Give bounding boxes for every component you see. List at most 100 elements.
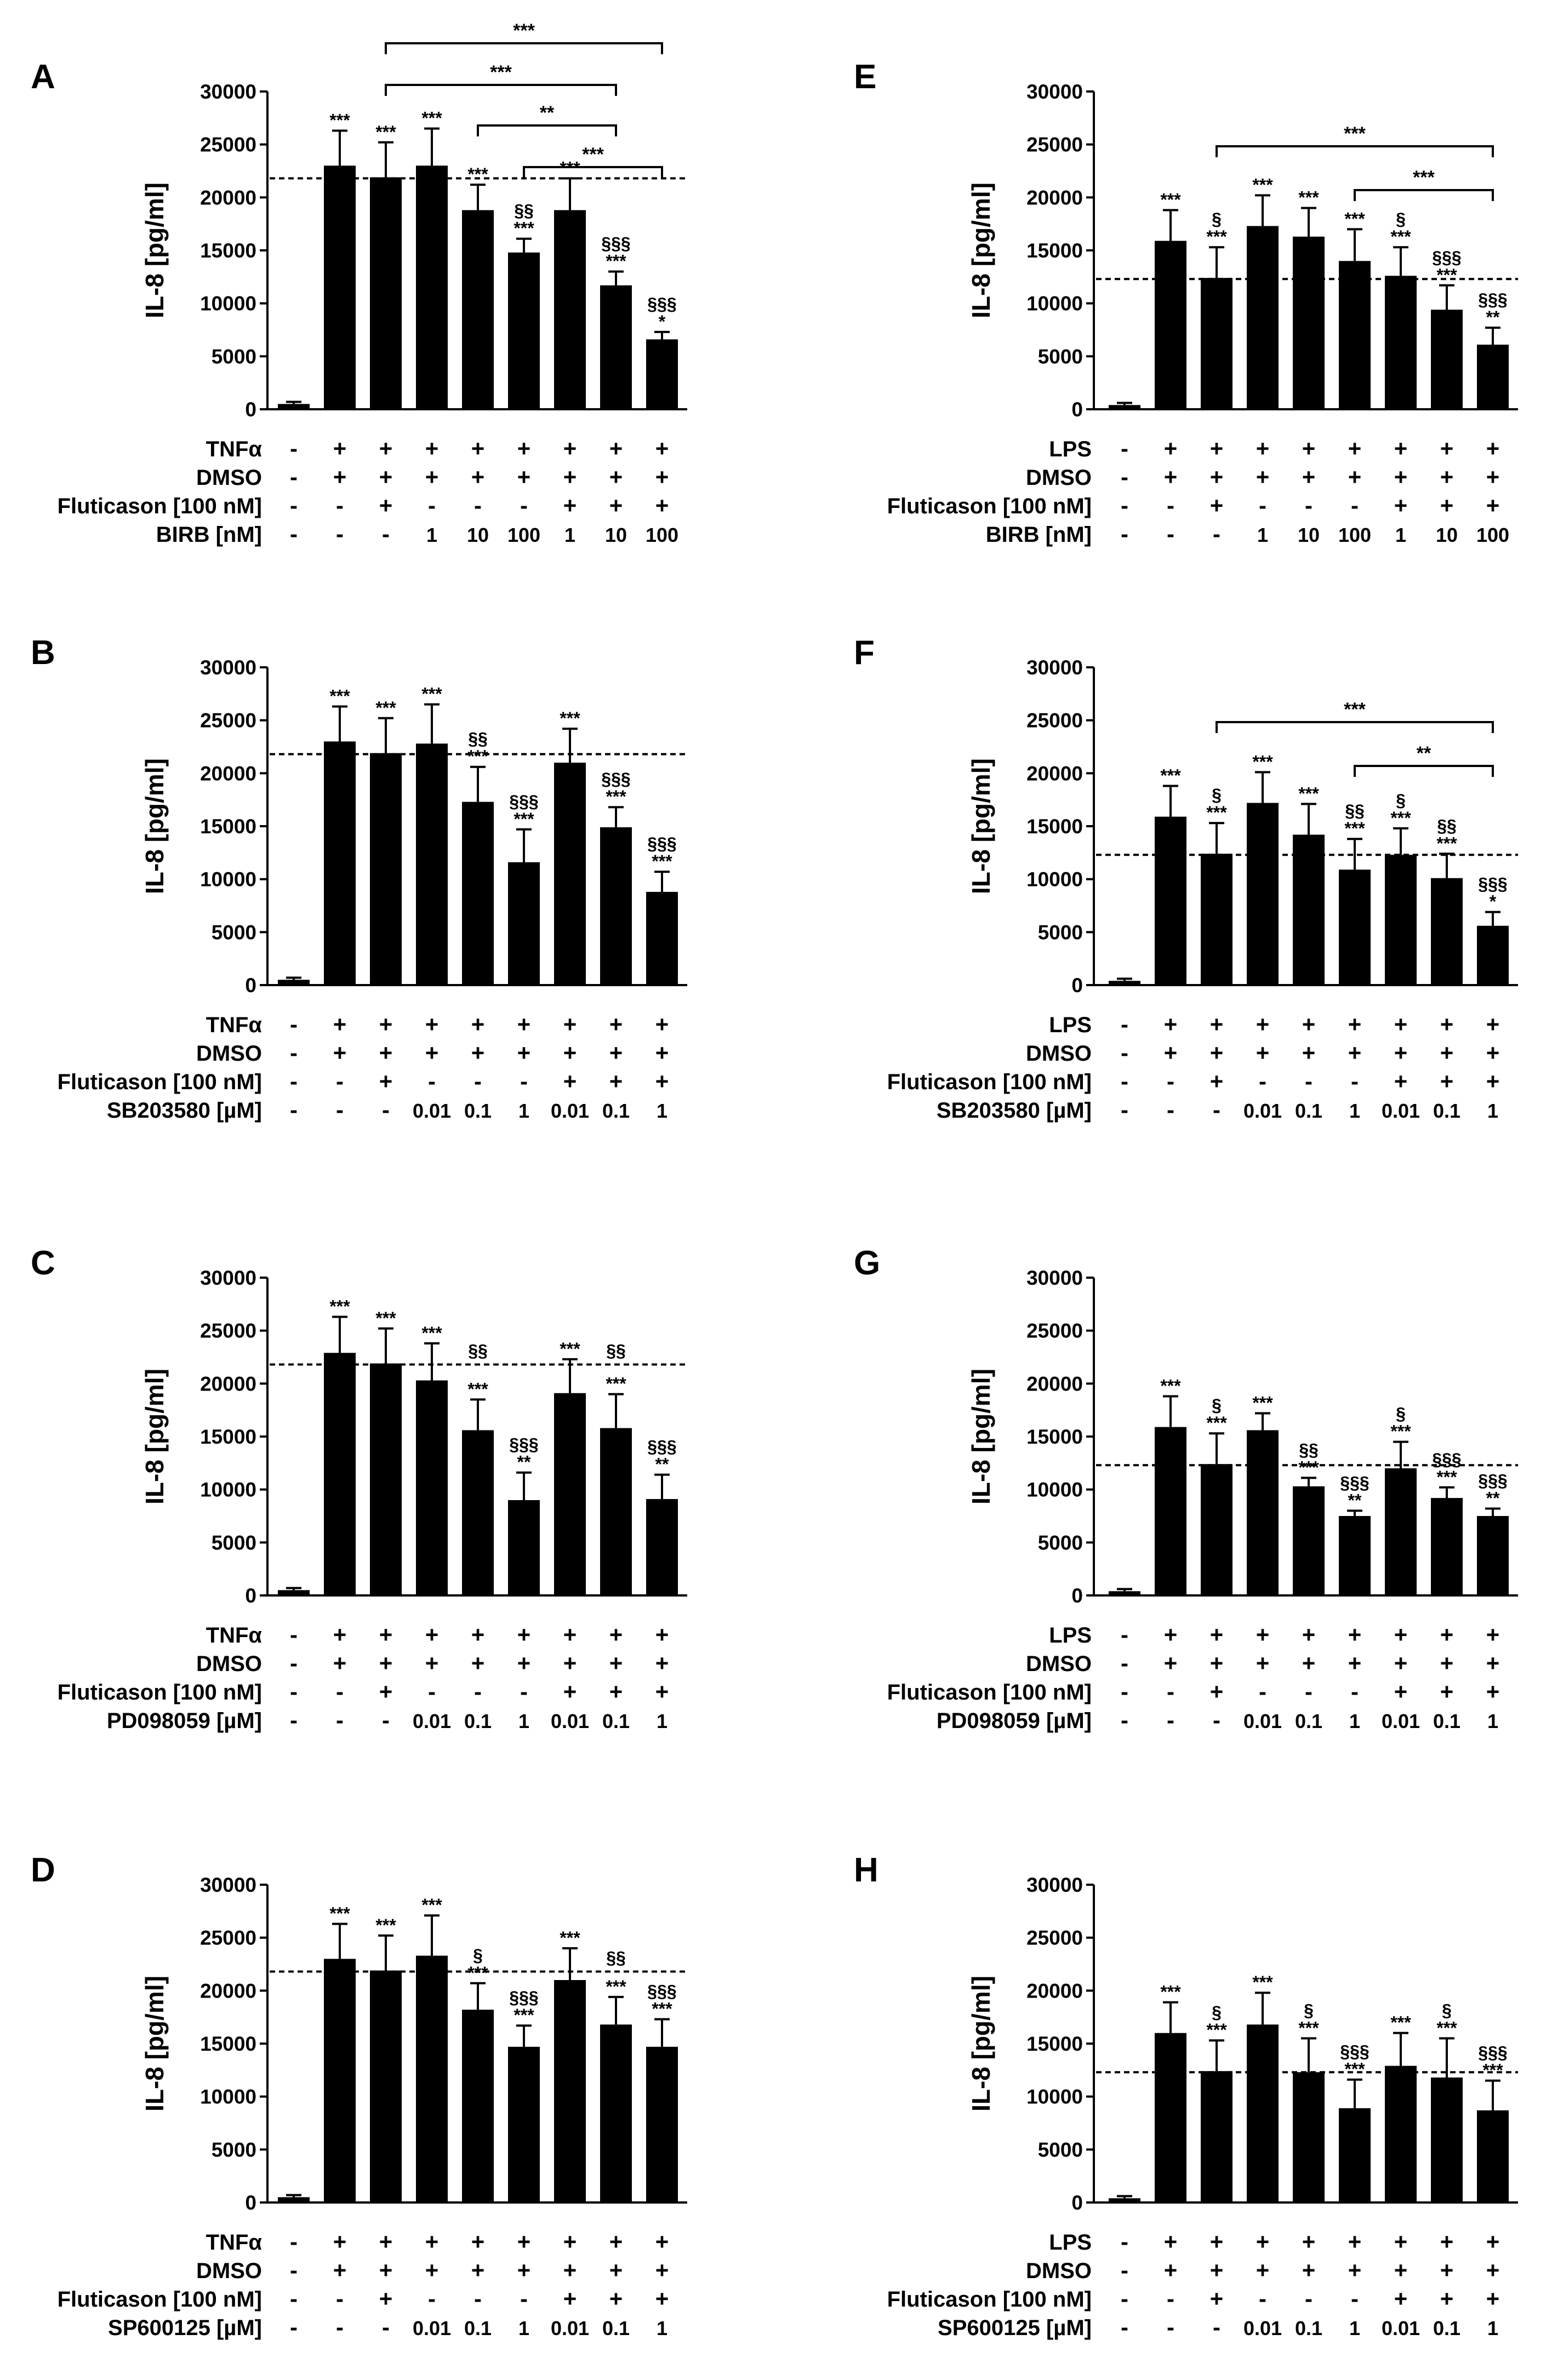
significance-mark: §	[1304, 2000, 1314, 2020]
significance-mark: ***	[1252, 752, 1273, 771]
treatment-cell: +	[471, 436, 485, 461]
treatment-cell: +	[563, 436, 577, 461]
treatment-cell: 0.1	[1295, 1100, 1322, 1122]
y-tick-label: 25000	[200, 134, 256, 156]
treatment-cell: -	[1121, 2286, 1128, 2312]
bar	[1385, 276, 1417, 409]
treatment-cell: +	[1440, 1011, 1454, 1037]
significance-mark: §§§	[601, 769, 630, 789]
treatment-cell: 0.1	[1433, 2317, 1460, 2339]
treatment-cell: +	[1302, 436, 1316, 461]
treatment-row-label: DMSO	[196, 1042, 262, 1066]
comparison-bracket	[1216, 145, 1494, 157]
treatment-cell: +	[1394, 1068, 1408, 1094]
treatment-cell: -	[290, 2286, 298, 2312]
bar	[554, 763, 586, 985]
treatment-row-label: LPS	[1049, 2230, 1092, 2255]
treatment-row-label: TNFα	[206, 1623, 263, 1647]
treatment-cell: -	[520, 493, 528, 518]
comparison-bracket	[1354, 189, 1494, 201]
panel-letter: E	[854, 58, 876, 96]
treatment-cell: +	[1256, 1650, 1270, 1676]
significance-mark: ***	[329, 111, 350, 130]
treatment-cell: +	[1440, 493, 1454, 518]
bar	[416, 1955, 448, 2202]
bar	[278, 1590, 310, 1595]
significance-mark: §§	[468, 1341, 488, 1361]
treatment-cell: +	[655, 493, 669, 518]
treatment-cell: +	[1440, 2229, 1454, 2255]
treatment-cell: -	[290, 2314, 298, 2340]
treatment-cell: -	[336, 1097, 344, 1123]
panel-letter: A	[31, 58, 55, 96]
treatment-row-label: Fluticason [100 nM]	[58, 1070, 262, 1094]
bar	[1385, 1468, 1417, 1595]
treatment-cell: +	[425, 1011, 439, 1037]
significance-mark: ***	[1436, 265, 1457, 285]
significance-mark: §	[1212, 785, 1222, 805]
bar	[600, 2024, 632, 2202]
treatment-cell: +	[1302, 1011, 1316, 1037]
treatment-row-label: BIRB [nM]	[986, 523, 1092, 547]
treatment-cell: -	[336, 2286, 344, 2312]
treatment-cell: +	[1486, 1679, 1500, 1704]
treatment-cell: +	[1348, 464, 1362, 490]
treatment-cell: 0.01	[1382, 1100, 1420, 1122]
treatment-cell: -	[1167, 1068, 1174, 1094]
y-tick-label: 30000	[1026, 656, 1083, 679]
y-tick-label: 15000	[1026, 239, 1083, 262]
treatment-cell: +	[1302, 1650, 1316, 1676]
treatment-row-label: Fluticason [100 nM]	[887, 1680, 1092, 1704]
bar	[1431, 310, 1463, 409]
significance-mark: §	[1442, 2000, 1452, 2020]
treatment-cell: 0.01	[551, 1100, 589, 1122]
treatment-cell: +	[1348, 436, 1362, 461]
y-tick-label: 15000	[200, 2033, 256, 2055]
treatment-cell: +	[333, 1040, 347, 1066]
bar	[600, 827, 632, 985]
panel-c: C 0 5000 10000 15000 20000 25000 30000 IL-8 [pg/…	[31, 1244, 687, 1733]
treatment-cell: +	[609, 464, 623, 490]
treatment-row-label: LPS	[1049, 1623, 1092, 1647]
treatment-cell: -	[1351, 1679, 1359, 1704]
bracket-significance: ***	[490, 62, 512, 83]
treatment-cell: +	[1348, 1040, 1362, 1066]
comparison-bracket	[385, 84, 617, 96]
treatment-cell: +	[517, 2257, 531, 2283]
significance-mark: ***	[1390, 1422, 1411, 1441]
treatment-cell: 0.1	[1295, 1710, 1322, 1732]
treatment-cell: -	[336, 521, 344, 547]
treatment-cell: -	[1167, 2314, 1174, 2340]
bar	[1109, 981, 1140, 985]
treatment-cell: -	[290, 436, 298, 461]
treatment-cell: +	[563, 1011, 577, 1037]
treatment-cell: +	[609, 2286, 623, 2312]
treatment-cell: -	[290, 2257, 298, 2283]
treatment-cell: -	[1121, 2314, 1128, 2340]
treatment-cell: +	[1164, 1622, 1178, 1647]
bar	[370, 753, 402, 985]
treatment-cell: +	[1210, 436, 1224, 461]
treatment-cell: +	[1210, 1068, 1224, 1094]
significance-mark: §§	[514, 201, 534, 221]
y-tick-label: 0	[245, 398, 256, 421]
treatment-cell: -	[1259, 1068, 1266, 1094]
treatment-cell: -	[520, 1679, 528, 1704]
bar	[508, 2046, 540, 2202]
treatment-cell: +	[1256, 2257, 1270, 2283]
bar	[1155, 816, 1186, 985]
treatment-cell: -	[382, 1097, 390, 1123]
treatment-cell: +	[1394, 493, 1408, 518]
treatment-cell: +	[1256, 464, 1270, 490]
y-tick-label: 10000	[200, 1479, 256, 1501]
treatment-cell: +	[563, 464, 577, 490]
bar	[416, 165, 448, 409]
treatment-cell: +	[1256, 1011, 1270, 1037]
significance-mark: ***	[1344, 2059, 1365, 2079]
significance-mark: §§§	[1340, 2042, 1369, 2062]
treatment-row-label: DMSO	[1026, 1042, 1092, 1066]
bar	[1293, 236, 1325, 409]
treatment-cell: +	[425, 2229, 439, 2255]
significance-mark: ***	[1344, 209, 1365, 228]
treatment-cell: +	[1164, 464, 1178, 490]
